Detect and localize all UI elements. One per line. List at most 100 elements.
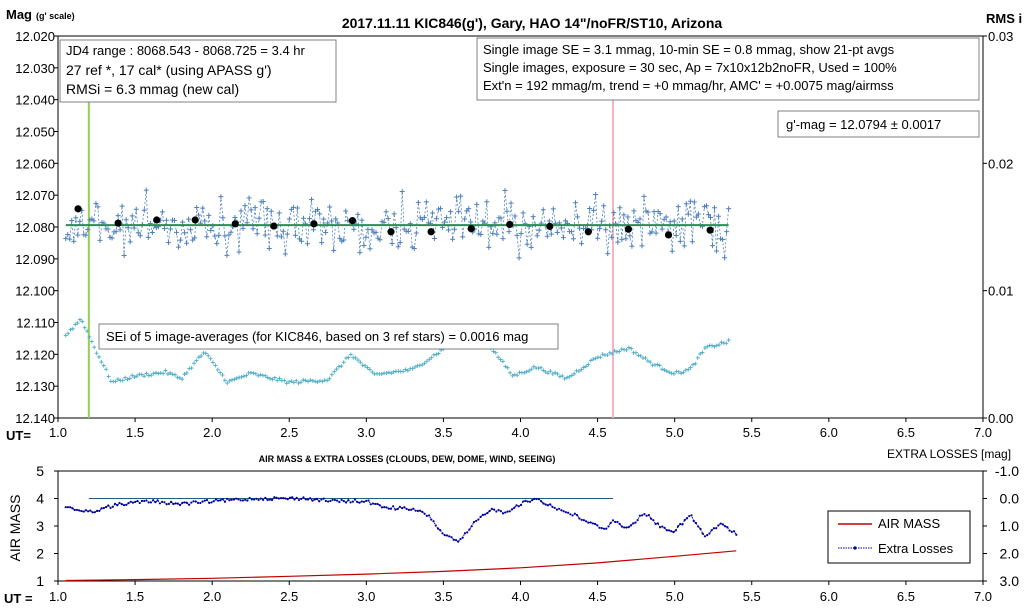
extra-losses-point: [284, 497, 287, 500]
extra-losses-point: [623, 526, 626, 529]
rms-point: [66, 331, 71, 336]
extra-losses-point: [235, 497, 238, 500]
rms-point: [165, 372, 170, 377]
rms-point: [139, 372, 144, 377]
single-image-point: [298, 238, 304, 244]
extra-losses-point: [107, 504, 110, 507]
extra-losses-point: [721, 523, 724, 526]
extra-losses-point: [439, 529, 442, 532]
extra-losses-point: [582, 519, 585, 522]
rms-point: [633, 350, 638, 355]
extra-losses-point: [555, 508, 559, 511]
extra-losses-point: [78, 509, 81, 512]
extra-losses-point: [223, 500, 227, 503]
extra-losses-point: [170, 500, 173, 504]
extra-losses-point: [697, 525, 700, 528]
extra-losses-point: [194, 500, 197, 503]
extra-losses-point: [226, 497, 229, 500]
rms-point: [370, 370, 375, 375]
extra-losses-point: [573, 512, 576, 515]
bottom-x-tick-label: 4.0: [511, 589, 529, 604]
extra-losses-point: [717, 524, 720, 527]
extra-losses-point: [378, 504, 381, 507]
rms-point: [546, 371, 551, 376]
rms-point: [424, 359, 429, 364]
extra-losses-point: [196, 501, 200, 504]
rms-point: [676, 369, 681, 374]
rms-point: [726, 338, 731, 343]
rms-point: [548, 369, 553, 374]
single-image-point: [214, 241, 220, 247]
rms-point: [298, 380, 303, 385]
extra-losses-point: [230, 498, 233, 501]
average-points: [74, 205, 714, 239]
rms-point: [177, 375, 182, 380]
rms-point: [80, 319, 85, 324]
average-point: [153, 216, 161, 224]
rms-point: [291, 380, 296, 385]
rms-point: [82, 325, 87, 330]
extra-losses-point: [472, 520, 476, 524]
extra-losses-point: [120, 503, 123, 506]
extra-losses-point: [118, 501, 121, 505]
rms-point: [417, 363, 422, 368]
rms-point: [265, 375, 270, 380]
average-point: [270, 222, 278, 230]
rms-point: [410, 366, 415, 371]
bottom-x-tick-label: 1.5: [126, 589, 144, 604]
extra-losses-point: [457, 540, 460, 543]
info-right-line-2: Single images, exposure = 30 sec, Ap = 7…: [483, 60, 897, 75]
bottom-x-tick-label: 1.0: [49, 589, 67, 604]
rms-point: [258, 372, 263, 377]
extra-losses-point: [333, 498, 336, 502]
extra-losses-point: [362, 500, 366, 503]
rms-point: [567, 374, 572, 379]
single-image-point: [337, 235, 343, 241]
average-point: [310, 220, 318, 228]
rms-point: [201, 350, 206, 355]
rms-point: [149, 373, 154, 378]
top-x-tick-label: 1.5: [126, 425, 144, 440]
average-point: [427, 228, 435, 236]
bottom-x-axis-label: UT =: [4, 591, 33, 606]
extra-losses-point: [560, 509, 563, 512]
single-image-point: [705, 212, 711, 218]
extra-losses-point: [484, 513, 487, 516]
extra-losses-point: [454, 538, 458, 542]
rms-point: [686, 367, 691, 372]
rms-point: [420, 362, 425, 367]
extra-losses-point: [387, 507, 390, 510]
extra-losses-point: [178, 503, 182, 507]
top-y-label-main: Mag: [6, 7, 32, 22]
top-x-tick-label: 5.0: [666, 425, 684, 440]
rms-point: [493, 350, 498, 355]
average-point: [506, 220, 514, 229]
extra-losses-point: [371, 502, 375, 505]
extra-losses-point: [732, 530, 736, 533]
extra-losses-point: [405, 507, 408, 511]
single-image-point: [714, 248, 720, 254]
top-x-tick-label: 4.5: [589, 425, 607, 440]
rms-point: [617, 349, 622, 354]
rms-point: [315, 380, 320, 385]
extra-losses-point: [190, 501, 193, 504]
bottom-chart-title: AIR MASS & EXTRA LOSSES (CLOUDS, DEW, DO…: [259, 454, 556, 464]
bottom-y-tick-label: 2: [36, 546, 44, 562]
extra-losses-point: [450, 536, 453, 539]
extra-losses-point: [728, 529, 731, 532]
average-point: [706, 226, 714, 234]
extra-losses-point: [636, 518, 639, 522]
extra-losses-point: [158, 502, 162, 505]
single-image-point: [442, 219, 448, 225]
extra-losses-point: [244, 498, 247, 501]
rms-point: [120, 378, 125, 383]
extra-losses-point: [600, 527, 603, 530]
rms-point: [719, 340, 724, 345]
extra-losses-point: [425, 514, 428, 517]
rms-point: [600, 352, 605, 357]
extra-losses-point: [147, 501, 150, 504]
bottom-x-tick-label: 5.0: [666, 589, 684, 604]
rms-point: [182, 372, 187, 377]
top-y-right-tick-label: 0.02: [988, 156, 1013, 171]
extra-losses-point: [165, 503, 168, 506]
